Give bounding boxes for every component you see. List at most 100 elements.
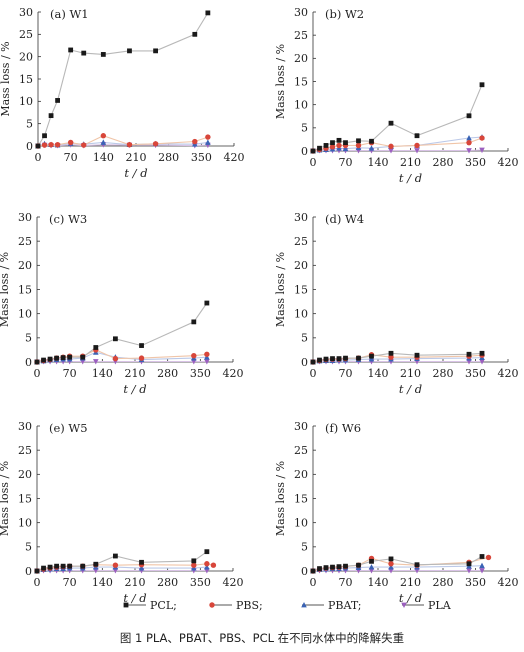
- data-point-pbs: [479, 135, 485, 141]
- y-tick-label: 20: [294, 468, 308, 481]
- data-point-pcl: [34, 359, 40, 365]
- data-point-pbs: [192, 138, 198, 145]
- data-point-pbs: [67, 139, 74, 146]
- data-point-pbs: [54, 141, 61, 148]
- data-point-pcl: [388, 120, 394, 126]
- data-point-pcl: [356, 562, 361, 568]
- data-point-pla: [479, 147, 485, 154]
- data-point-pcl: [317, 145, 322, 151]
- data-point-pcl: [60, 563, 66, 569]
- data-point-pcl: [204, 549, 210, 555]
- data-point-pbs: [205, 134, 211, 140]
- data-point-pcl: [343, 140, 348, 146]
- x-tick-label: 420: [223, 367, 244, 380]
- data-point-pbs: [329, 144, 336, 150]
- x-tick-label: 350: [190, 576, 211, 589]
- data-point-pcl: [81, 50, 87, 56]
- data-point-pcl: [93, 561, 99, 567]
- data-point-pcl: [479, 554, 485, 559]
- y-tick-label: 15: [294, 492, 308, 505]
- x-axis-label: t / d: [124, 166, 147, 180]
- data-point-pbs: [485, 554, 492, 561]
- y-tick-label: 30: [294, 420, 308, 433]
- data-point-pcl: [127, 48, 132, 54]
- data-point-pcl: [93, 345, 99, 350]
- data-point-pcl: [479, 350, 485, 356]
- data-point-pcl: [139, 343, 144, 348]
- data-point-pcl: [80, 563, 86, 569]
- y-tick-label: 15: [18, 492, 32, 505]
- x-tick-label: 0: [310, 576, 317, 589]
- data-point-pbs: [414, 142, 420, 149]
- x-tick-label: 350: [465, 576, 486, 589]
- x-axis-label: t / d: [399, 382, 422, 396]
- data-point-pcl: [317, 566, 322, 571]
- data-point-pla: [204, 359, 210, 365]
- x-axis-label: t / d: [123, 591, 146, 605]
- y-tick-label: 25: [294, 444, 308, 457]
- data-point-pla: [414, 148, 420, 154]
- y-tick-label: 0: [26, 140, 33, 153]
- data-point-pcl: [310, 568, 316, 574]
- x-tick-label: 210: [400, 367, 421, 380]
- x-tick-label: 70: [64, 151, 78, 164]
- y-tick-label: 20: [294, 52, 308, 65]
- data-point-pcl: [41, 357, 46, 363]
- y-tick-label: 5: [25, 332, 32, 345]
- x-tick-label: 420: [498, 156, 519, 169]
- data-point-pcl: [192, 31, 198, 37]
- data-point-pcl: [113, 553, 118, 559]
- data-point-pcl: [68, 47, 74, 53]
- data-point-pcl: [317, 357, 322, 363]
- x-tick-label: 0: [34, 576, 41, 589]
- series-line-pcl: [36, 302, 208, 363]
- x-tick-label: 70: [339, 576, 353, 589]
- x-tick-label: 280: [158, 151, 179, 164]
- x-tick-label: 350: [465, 367, 486, 380]
- data-point-pcl: [80, 354, 86, 360]
- data-point-pbs: [466, 139, 472, 146]
- series-line-pcl: [37, 12, 209, 147]
- data-point-pbat: [368, 564, 375, 570]
- data-point-pcl: [414, 133, 420, 139]
- y-tick-label: 25: [294, 235, 308, 248]
- data-point-pbs: [191, 353, 197, 359]
- legend-marker-pcl: [123, 602, 129, 608]
- y-tick-label: 0: [25, 565, 32, 578]
- x-tick-label: 420: [223, 576, 244, 589]
- data-point-pcl: [414, 562, 420, 568]
- x-tick-label: 0: [35, 151, 42, 164]
- data-point-pla: [466, 568, 472, 574]
- data-point-pcl: [343, 355, 348, 361]
- data-point-pcl: [466, 351, 472, 357]
- legend-marker-pla: [401, 602, 407, 608]
- x-tick-label: 210: [125, 576, 146, 589]
- x-tick-label: 140: [368, 156, 389, 169]
- data-point-pcl: [388, 350, 394, 356]
- x-tick-label: 140: [368, 367, 389, 380]
- data-point-pcl: [414, 352, 420, 358]
- data-point-pla: [388, 148, 394, 154]
- y-tick-label: 10: [18, 307, 32, 320]
- data-point-pcl: [356, 355, 361, 361]
- x-tick-label: 210: [400, 156, 421, 169]
- data-point-pbat: [100, 139, 107, 145]
- data-point-pcl: [55, 98, 60, 103]
- y-tick-label: 0: [301, 565, 308, 578]
- data-point-pcl: [323, 565, 329, 571]
- y-tick-label: 30: [294, 211, 308, 224]
- x-tick-label: 420: [498, 576, 519, 589]
- y-tick-label: 10: [19, 95, 33, 108]
- y-tick-label: 25: [18, 235, 32, 248]
- x-tick-label: 280: [433, 367, 454, 380]
- data-point-pcl: [54, 355, 59, 361]
- panel-title: (f) W6: [325, 421, 361, 435]
- data-point-pcl: [310, 148, 316, 154]
- data-point-pbs: [191, 562, 197, 568]
- data-point-pcl: [100, 52, 106, 57]
- panel-title: (e) W5: [49, 421, 88, 435]
- data-point-pcl: [310, 359, 316, 365]
- legend-marker-pbat: [301, 602, 307, 608]
- data-point-pcl: [41, 565, 46, 571]
- data-point-pcl: [356, 138, 361, 144]
